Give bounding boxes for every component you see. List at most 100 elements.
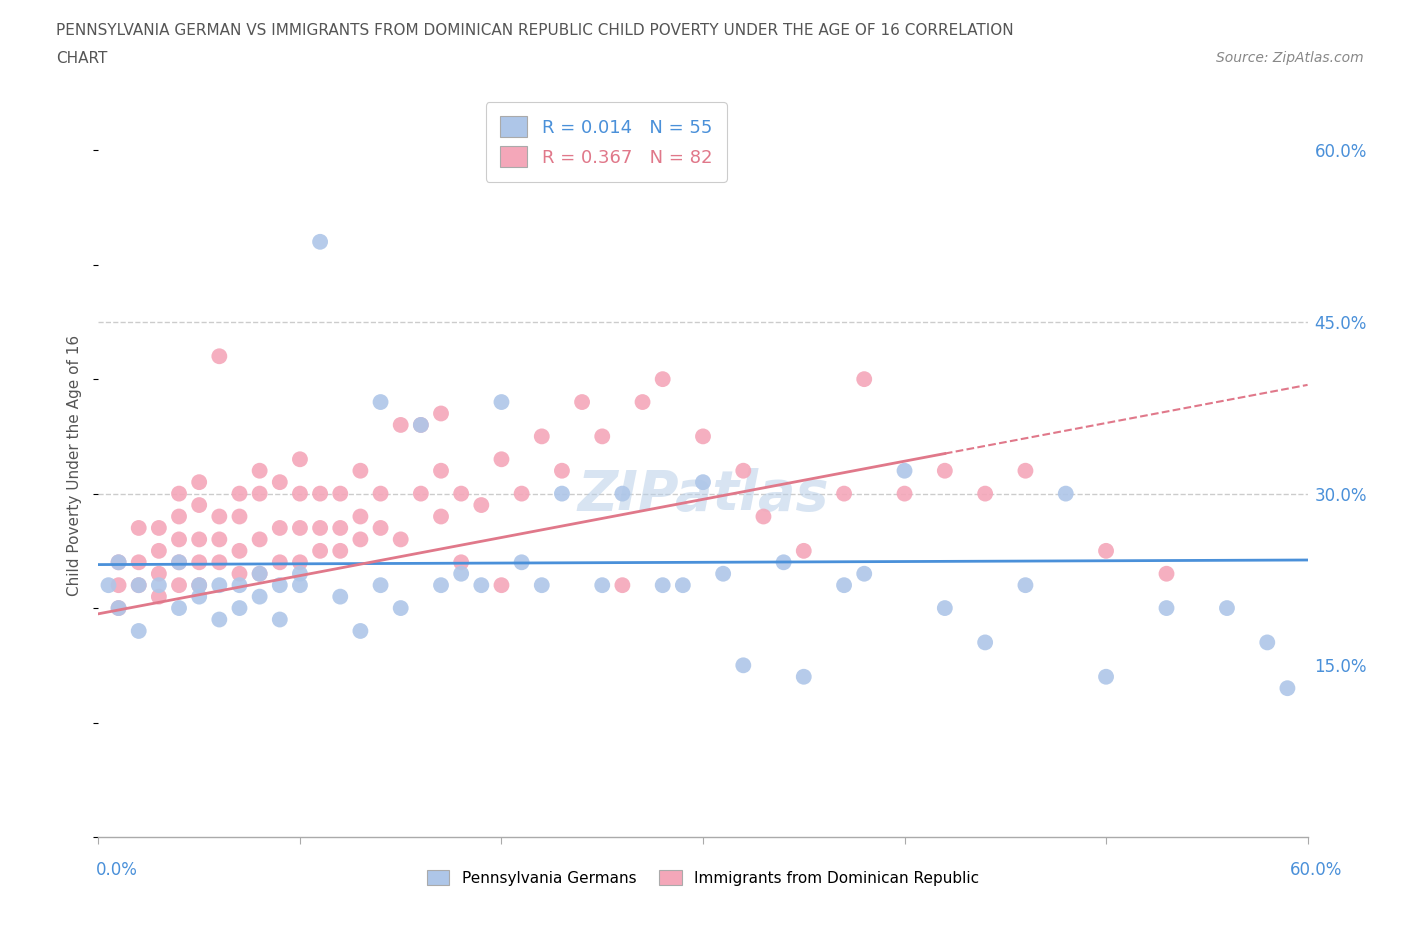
Text: PENNSYLVANIA GERMAN VS IMMIGRANTS FROM DOMINICAN REPUBLIC CHILD POVERTY UNDER TH: PENNSYLVANIA GERMAN VS IMMIGRANTS FROM D…	[56, 23, 1014, 38]
Point	[188, 474, 211, 489]
Point	[188, 555, 211, 570]
Point	[107, 601, 129, 616]
Point	[612, 578, 634, 592]
Point	[793, 670, 815, 684]
Point	[148, 578, 170, 592]
Point	[409, 418, 432, 432]
Point	[228, 601, 250, 616]
Text: CHART: CHART	[56, 51, 108, 66]
Point	[651, 372, 673, 387]
Point	[188, 578, 211, 592]
Point	[128, 578, 150, 592]
Point	[148, 590, 170, 604]
Point	[208, 555, 231, 570]
Point	[288, 578, 311, 592]
Point	[491, 578, 513, 592]
Point	[148, 521, 170, 536]
Text: Source: ZipAtlas.com: Source: ZipAtlas.com	[1216, 51, 1364, 65]
Point	[1256, 635, 1278, 650]
Point	[752, 509, 775, 524]
Point	[389, 418, 412, 432]
Point	[450, 486, 472, 501]
Point	[228, 486, 250, 501]
Point	[530, 429, 553, 444]
Point	[148, 543, 170, 558]
Point	[329, 521, 352, 536]
Point	[188, 498, 211, 512]
Point	[1156, 601, 1178, 616]
Text: ZIPatlas: ZIPatlas	[578, 468, 828, 522]
Point	[853, 566, 876, 581]
Point	[974, 635, 997, 650]
Point	[591, 429, 613, 444]
Point	[167, 555, 190, 570]
Point	[551, 486, 574, 501]
Point	[309, 486, 332, 501]
Point	[188, 532, 211, 547]
Point	[510, 486, 533, 501]
Point	[1014, 463, 1036, 478]
Point	[249, 532, 271, 547]
Point	[208, 532, 231, 547]
Text: 60.0%: 60.0%	[1291, 860, 1343, 879]
Point	[934, 463, 956, 478]
Point	[491, 452, 513, 467]
Point	[491, 394, 513, 409]
Point	[470, 578, 492, 592]
Point	[128, 623, 150, 638]
Point	[450, 555, 472, 570]
Point	[188, 590, 211, 604]
Point	[591, 578, 613, 592]
Point	[853, 372, 876, 387]
Point	[228, 509, 250, 524]
Point	[269, 612, 291, 627]
Point	[228, 578, 250, 592]
Point	[1216, 601, 1239, 616]
Point	[631, 394, 654, 409]
Point	[430, 406, 453, 421]
Point	[107, 601, 129, 616]
Point	[249, 566, 271, 581]
Point	[148, 566, 170, 581]
Point	[288, 555, 311, 570]
Point	[329, 486, 352, 501]
Point	[167, 486, 190, 501]
Point	[1014, 578, 1036, 592]
Point	[612, 486, 634, 501]
Point	[128, 578, 150, 592]
Point	[349, 532, 371, 547]
Point	[188, 578, 211, 592]
Point	[733, 658, 755, 672]
Y-axis label: Child Poverty Under the Age of 16: Child Poverty Under the Age of 16	[67, 335, 83, 595]
Point	[309, 234, 332, 249]
Point	[409, 418, 432, 432]
Point	[249, 566, 271, 581]
Point	[97, 578, 120, 592]
Point	[772, 555, 794, 570]
Point	[672, 578, 695, 592]
Point	[167, 578, 190, 592]
Point	[208, 349, 231, 364]
Point	[934, 601, 956, 616]
Point	[1156, 566, 1178, 581]
Point	[893, 486, 915, 501]
Point	[288, 521, 311, 536]
Point	[1095, 670, 1118, 684]
Point	[389, 532, 412, 547]
Text: 0.0%: 0.0%	[96, 860, 138, 879]
Point	[269, 555, 291, 570]
Point	[692, 474, 714, 489]
Point	[551, 463, 574, 478]
Point	[692, 429, 714, 444]
Point	[1095, 543, 1118, 558]
Point	[349, 623, 371, 638]
Point	[249, 590, 271, 604]
Point	[288, 486, 311, 501]
Point	[269, 578, 291, 592]
Point	[309, 521, 332, 536]
Point	[370, 578, 392, 592]
Point	[208, 578, 231, 592]
Point	[893, 463, 915, 478]
Point	[974, 486, 997, 501]
Point	[208, 509, 231, 524]
